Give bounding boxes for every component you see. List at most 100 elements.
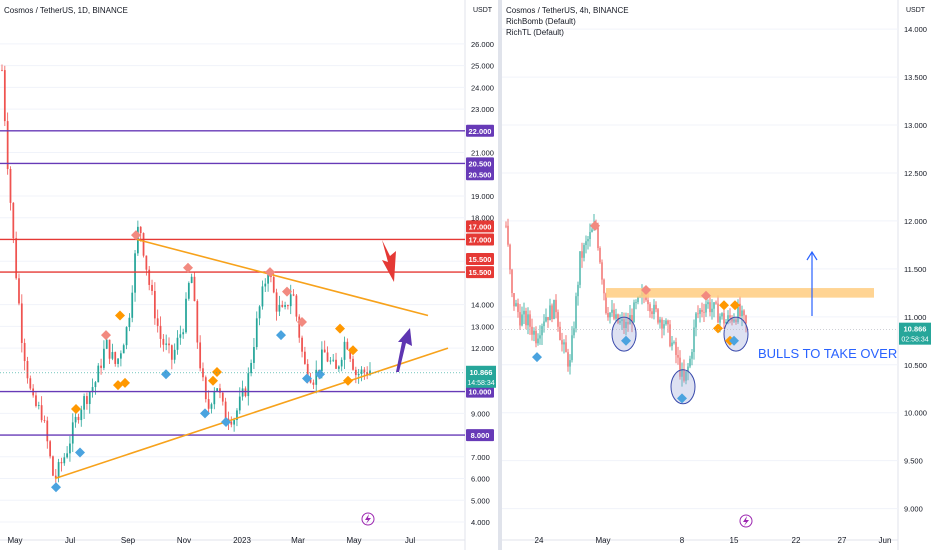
candle-body <box>701 309 703 312</box>
y-tick-label: 19.000 <box>471 192 494 201</box>
candle-body <box>597 226 599 249</box>
candle-body <box>609 312 611 318</box>
chart-4h-svg[interactable]: USDT 14.000 13.500 13.000 12.500 12.000 11.500… <box>502 0 932 550</box>
candle-body <box>103 348 105 368</box>
candle-body <box>320 349 323 372</box>
annotation-text: BULLS TO TAKE OVER <box>758 346 897 361</box>
candle-body <box>267 274 269 284</box>
candle-body <box>196 301 199 343</box>
candle-body <box>557 312 559 327</box>
signal-diamond-red <box>641 284 651 295</box>
candle-body <box>511 269 513 294</box>
candle-body <box>52 456 54 476</box>
indicator-richtl[interactable]: RichTL (Default) <box>506 28 564 37</box>
candle-body <box>621 319 623 322</box>
y-tick-label: 23.000 <box>471 105 494 114</box>
candle-body <box>312 382 315 385</box>
panel-divider[interactable] <box>498 0 502 550</box>
candle-body <box>134 253 136 293</box>
candle-body <box>323 349 326 353</box>
countdown-text: 02:58:34 <box>901 337 928 344</box>
candle-body <box>179 334 182 338</box>
candle-body <box>20 303 23 343</box>
signal-diamond-red <box>101 330 111 341</box>
chart-1d-svg[interactable]: USDT 26.000 25.000 24.000 23.000 21.000 19.000… <box>0 0 498 550</box>
indicator-richbomb[interactable]: RichBomb (Default) <box>506 17 576 26</box>
candle-body <box>86 396 88 404</box>
candle-body <box>354 369 357 376</box>
candle-body <box>190 276 193 284</box>
candle-body <box>108 339 111 359</box>
candle-body <box>737 303 739 323</box>
chart-4h-panel[interactable]: USDT 14.000 13.500 13.000 12.500 12.000 11.500… <box>502 0 932 550</box>
candle-body <box>187 283 190 299</box>
candle-body <box>559 326 561 341</box>
candle-body <box>159 325 162 339</box>
candle-body <box>587 239 589 242</box>
candle-body <box>289 294 292 307</box>
candle-body <box>655 304 657 310</box>
candle-body <box>202 368 204 378</box>
signal-diamond-red <box>183 262 193 273</box>
signal-diamond-red <box>265 267 275 278</box>
axis-unit-label: USDT <box>473 7 493 14</box>
x-tick-label: Jul <box>65 536 75 545</box>
last-price-text: 10.866 <box>470 368 493 377</box>
signal-diamond-orange <box>335 323 345 334</box>
candle-body <box>6 121 9 169</box>
candle-body <box>278 304 281 312</box>
y-tick-label: 11.500 <box>904 265 926 274</box>
candle-body <box>105 339 108 349</box>
x-tick-label: Mar <box>291 536 305 545</box>
candle-body <box>131 292 134 318</box>
x-tick-label: May <box>7 536 22 545</box>
y-tick-label: 14.000 <box>471 301 494 310</box>
signal-diamond-red <box>282 286 292 297</box>
candle-body <box>519 312 521 326</box>
candle-body <box>607 313 609 318</box>
candle-body <box>168 343 170 346</box>
candle-body <box>555 299 557 313</box>
candle-body <box>545 317 547 322</box>
y-tick-label: 12.500 <box>904 169 927 178</box>
candle-body <box>725 321 727 324</box>
candle-body <box>230 421 233 425</box>
chart-1d-panel[interactable]: USDT 26.000 25.000 24.000 23.000 21.000 19.000… <box>0 0 498 550</box>
lightning-icon[interactable] <box>361 512 375 526</box>
candle-body <box>23 342 26 362</box>
x-tick-label: Nov <box>177 536 191 545</box>
candle-body <box>689 358 691 367</box>
resistance-zone <box>606 288 874 298</box>
last-price-badge <box>466 365 496 388</box>
last-price-badge <box>899 322 931 345</box>
candle-body <box>304 351 306 364</box>
candle-body <box>182 332 185 335</box>
y-tick-label: 9.000 <box>471 409 490 418</box>
candle-body <box>603 279 605 294</box>
x-tick-label: May <box>595 536 610 545</box>
level-badge-text: 17.000 <box>469 235 492 244</box>
candle-body <box>142 233 145 256</box>
candle-body <box>565 342 567 353</box>
candle-body <box>26 361 29 379</box>
level-badge <box>466 429 494 442</box>
lightning-icon[interactable] <box>739 514 753 528</box>
candle-body <box>301 337 303 352</box>
candle-body <box>287 305 289 307</box>
candle-body <box>264 283 267 287</box>
candle-body <box>207 399 210 409</box>
candle-body <box>515 303 517 307</box>
level-badge <box>466 385 494 398</box>
candle-body <box>671 342 673 347</box>
level-badge-secondary-text: 20.500 <box>469 170 492 179</box>
candle-body <box>647 300 649 305</box>
candle-body <box>513 293 515 307</box>
candle-body <box>281 304 284 307</box>
candle-body <box>60 462 63 464</box>
candle-body <box>729 315 731 318</box>
candle-body <box>679 357 681 377</box>
candle-body <box>691 352 693 359</box>
candle-body <box>18 278 20 304</box>
signal-diamond-blue <box>221 417 231 428</box>
candle-body <box>651 311 653 315</box>
